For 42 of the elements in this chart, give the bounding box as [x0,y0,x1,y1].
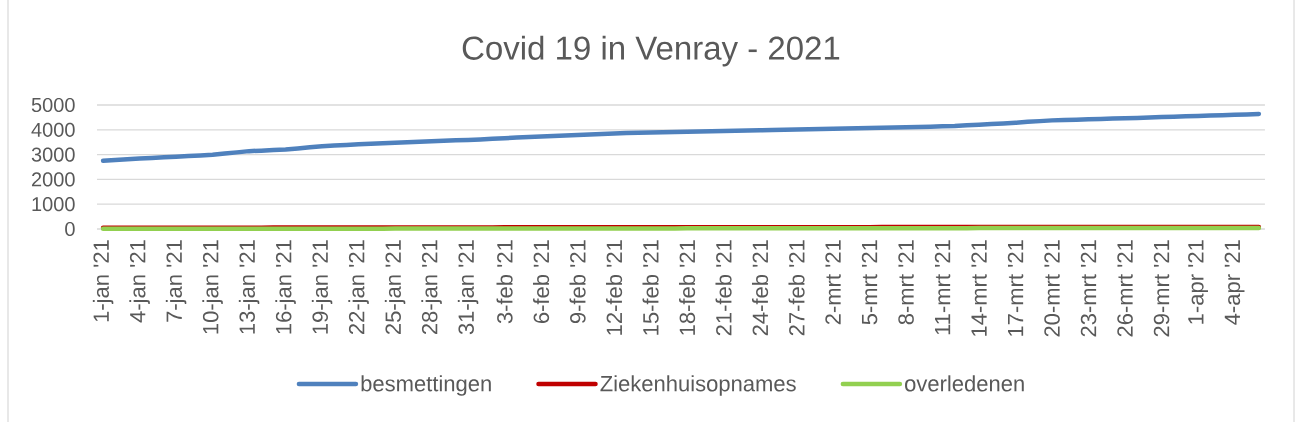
y-tick-label: 0 [65,221,75,237]
y-tick-label: 4000 [31,122,75,137]
x-tick-label: 21-feb '21 [715,240,732,336]
y-tick-label: 5000 [31,97,75,113]
legend-label: Ziekenhuisopnames [600,375,796,396]
x-tick-label: 4-jan '21 [129,240,150,323]
x-tick-label: 25-jan '21 [384,240,406,335]
x-tick-label: 13-jan '21 [238,240,260,334]
x-tick-label: 8-mrt '21 [898,240,914,325]
x-tick-label: 9-feb '21 [569,240,586,324]
x-tick-label: 28-jan '21 [421,240,442,335]
x-tick-label: 2-mrt '21 [825,240,841,325]
legend-label: overledenen [905,375,1024,392]
x-tick-label: 20-mrt '21 [1044,240,1060,337]
x-tick-label: 3-feb '21 [496,240,513,324]
x-tick-label: 7-jan '21 [165,240,187,322]
legend-label: besmettingen [361,375,491,396]
x-tick-label: 6-feb '21 [532,240,550,323]
x-tick-label: 22-jan '21 [348,240,369,335]
x-tick-label: 14-mrt '21 [971,240,987,336]
x-tick-label: 24-feb '21 [751,240,769,336]
x-tick-label: 16-jan '21 [275,240,296,334]
chart-title: Covid 19 in Venray - 2021 [462,35,840,67]
x-tick-label: 10-jan '21 [202,240,223,334]
y-tick-label: 1000 [32,197,75,212]
x-tick-label: 26-mrt '21 [1117,240,1133,337]
x-tick-label: 29-mrt '21 [1153,240,1170,337]
x-tick-label: 1-jan '21 [92,240,114,322]
x-tick-label: 27-feb '21 [788,240,805,336]
x-tick-label: 31-jan '21 [457,240,479,335]
x-tick-label: 23-mrt '21 [1080,240,1097,337]
x-tick-label: 1-apr '21 [1188,240,1208,324]
x-tick-label: 18-feb '21 [678,240,696,335]
x-tick-label: 4-apr '21 [1224,240,1245,325]
x-tick-label: 12-feb '21 [605,240,623,335]
x-tick-label: 17-mrt '21 [1007,240,1024,336]
x-tick-label: 11-mrt '21 [934,240,951,335]
x-tick-label: 19-jan '21 [311,240,333,334]
y-tick-label: 2000 [31,172,75,187]
x-tick-label: 15-feb '21 [642,240,659,335]
y-tick-label: 3000 [31,147,75,162]
x-tick-label: 5-mrt '21 [861,240,878,325]
